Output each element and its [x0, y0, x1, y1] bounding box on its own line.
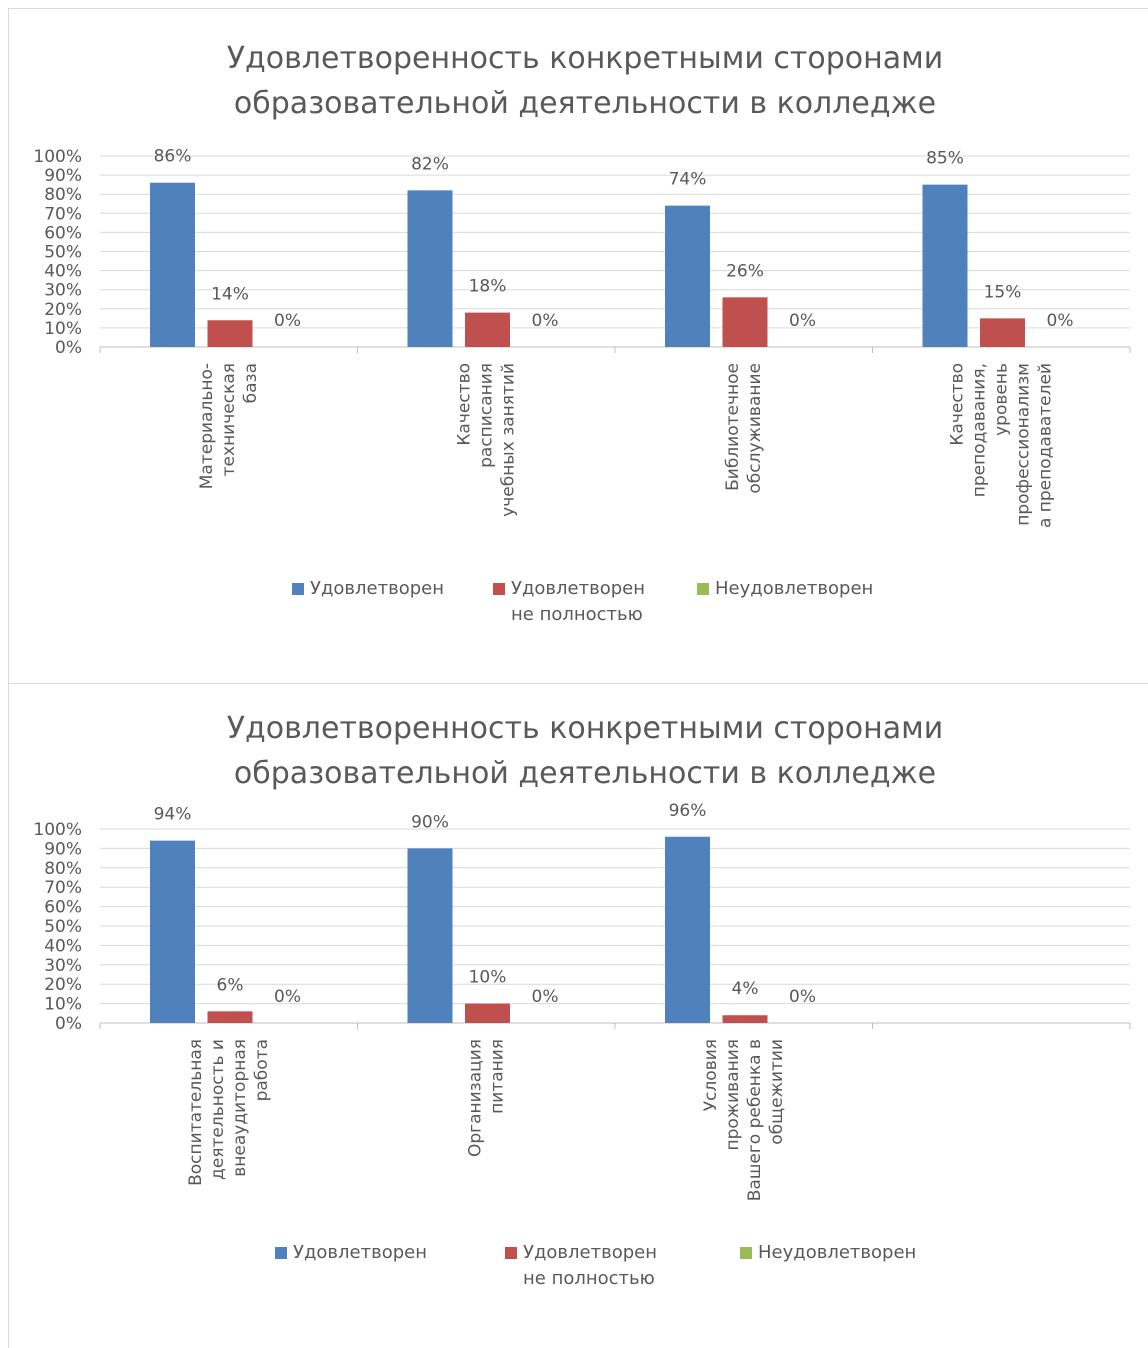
x-tick-label: Качество преподавания, уровень профессио…: [947, 363, 1056, 529]
bar: [407, 190, 453, 347]
legend-label: Удовлетворен: [293, 1242, 427, 1263]
y-tick-label: 70%: [44, 204, 82, 224]
data-label: 18%: [469, 277, 507, 297]
legend-label: Неудовлетворен: [758, 1242, 917, 1263]
bar: [665, 836, 710, 1023]
x-tick-label: Условия проживания Вашего ребенка в обще…: [700, 1039, 787, 1202]
chart-title: Удовлетворенность конкретными сторонами …: [226, 711, 944, 791]
bar: [722, 1015, 768, 1023]
legend-item: Удовлетворен не полностью: [505, 1240, 673, 1292]
bar: [407, 848, 453, 1023]
bar: [207, 320, 253, 347]
y-tick-label: 10%: [44, 319, 82, 339]
legend-label: Удовлетворен: [310, 578, 444, 599]
legend-item: Удовлетворен: [292, 576, 460, 602]
bar: [922, 184, 968, 347]
y-tick-label: 80%: [44, 185, 82, 205]
data-label: 90%: [411, 812, 449, 832]
data-label: 82%: [411, 154, 449, 174]
legend-item: Неудовлетворен: [697, 576, 874, 602]
bar: [207, 1011, 253, 1023]
data-label: 96%: [669, 801, 707, 821]
y-tick-label: 60%: [44, 898, 82, 918]
legend-swatch: [740, 1247, 752, 1259]
data-label: 94%: [154, 805, 192, 825]
legend-label: Удовлетворен не полностью: [511, 578, 645, 625]
y-tick-label: 0%: [55, 1014, 82, 1034]
y-tick-label: 20%: [44, 975, 82, 995]
legend-swatch: [493, 583, 505, 595]
data-label: 4%: [732, 979, 759, 999]
legend-item: Неудовлетворен: [740, 1240, 917, 1266]
chart-title: Удовлетворенность конкретными сторонами …: [226, 41, 944, 121]
legend-swatch: [697, 583, 709, 595]
y-tick-label: 40%: [44, 936, 82, 956]
y-tick-label: 50%: [44, 243, 82, 263]
y-tick-label: 100%: [33, 820, 82, 840]
data-label: 10%: [469, 968, 507, 988]
x-tick-label: Организация питания: [465, 1039, 508, 1157]
y-tick-label: 10%: [44, 995, 82, 1015]
legend-label: Удовлетворен не полностью: [523, 1242, 657, 1289]
legend-item: Удовлетворен: [275, 1240, 443, 1266]
x-tick-label: Качество расписания учебных занятий: [454, 363, 519, 517]
x-tick-label: Воспитательная деятельность и внеаудитор…: [185, 1039, 272, 1186]
y-tick-label: 100%: [33, 147, 82, 167]
bar: [465, 312, 510, 347]
y-tick-label: 70%: [44, 878, 82, 898]
data-label: 0%: [789, 987, 816, 1007]
y-tick-label: 60%: [44, 223, 82, 243]
bar: [150, 840, 195, 1023]
data-label: 74%: [669, 170, 707, 190]
data-label: 0%: [1047, 311, 1074, 331]
bar: [722, 297, 768, 347]
y-tick-label: 30%: [44, 281, 82, 301]
y-tick-label: 0%: [55, 338, 82, 358]
data-label: 86%: [154, 147, 192, 167]
data-label: 14%: [211, 284, 249, 304]
legend-swatch: [292, 583, 304, 595]
data-label: 6%: [217, 975, 244, 995]
y-tick-label: 30%: [44, 956, 82, 976]
data-label: 85%: [926, 149, 964, 169]
x-tick-label: Материально- техническая база: [196, 363, 261, 490]
y-tick-label: 90%: [44, 839, 82, 859]
x-tick-label: Библиотечное обслуживание: [722, 363, 765, 494]
data-label: 0%: [532, 987, 559, 1007]
y-tick-label: 50%: [44, 917, 82, 937]
data-label: 0%: [532, 311, 559, 331]
y-tick-label: 20%: [44, 300, 82, 320]
y-tick-label: 80%: [44, 859, 82, 879]
legend-swatch: [275, 1247, 287, 1259]
data-label: 0%: [274, 987, 301, 1007]
legend-swatch: [505, 1247, 517, 1259]
data-label: 0%: [274, 311, 301, 331]
y-tick-label: 90%: [44, 166, 82, 186]
data-label: 26%: [726, 261, 764, 281]
y-tick-label: 40%: [44, 262, 82, 282]
bar: [980, 318, 1025, 347]
chart-frame: [8, 8, 1148, 684]
data-label: 15%: [984, 282, 1022, 302]
bar: [150, 182, 195, 347]
legend-item: Удовлетворен не полностью: [493, 576, 661, 628]
legend-label: Неудовлетворен: [715, 578, 874, 599]
bar: [465, 1003, 510, 1023]
bar: [665, 205, 710, 347]
data-label: 0%: [789, 311, 816, 331]
